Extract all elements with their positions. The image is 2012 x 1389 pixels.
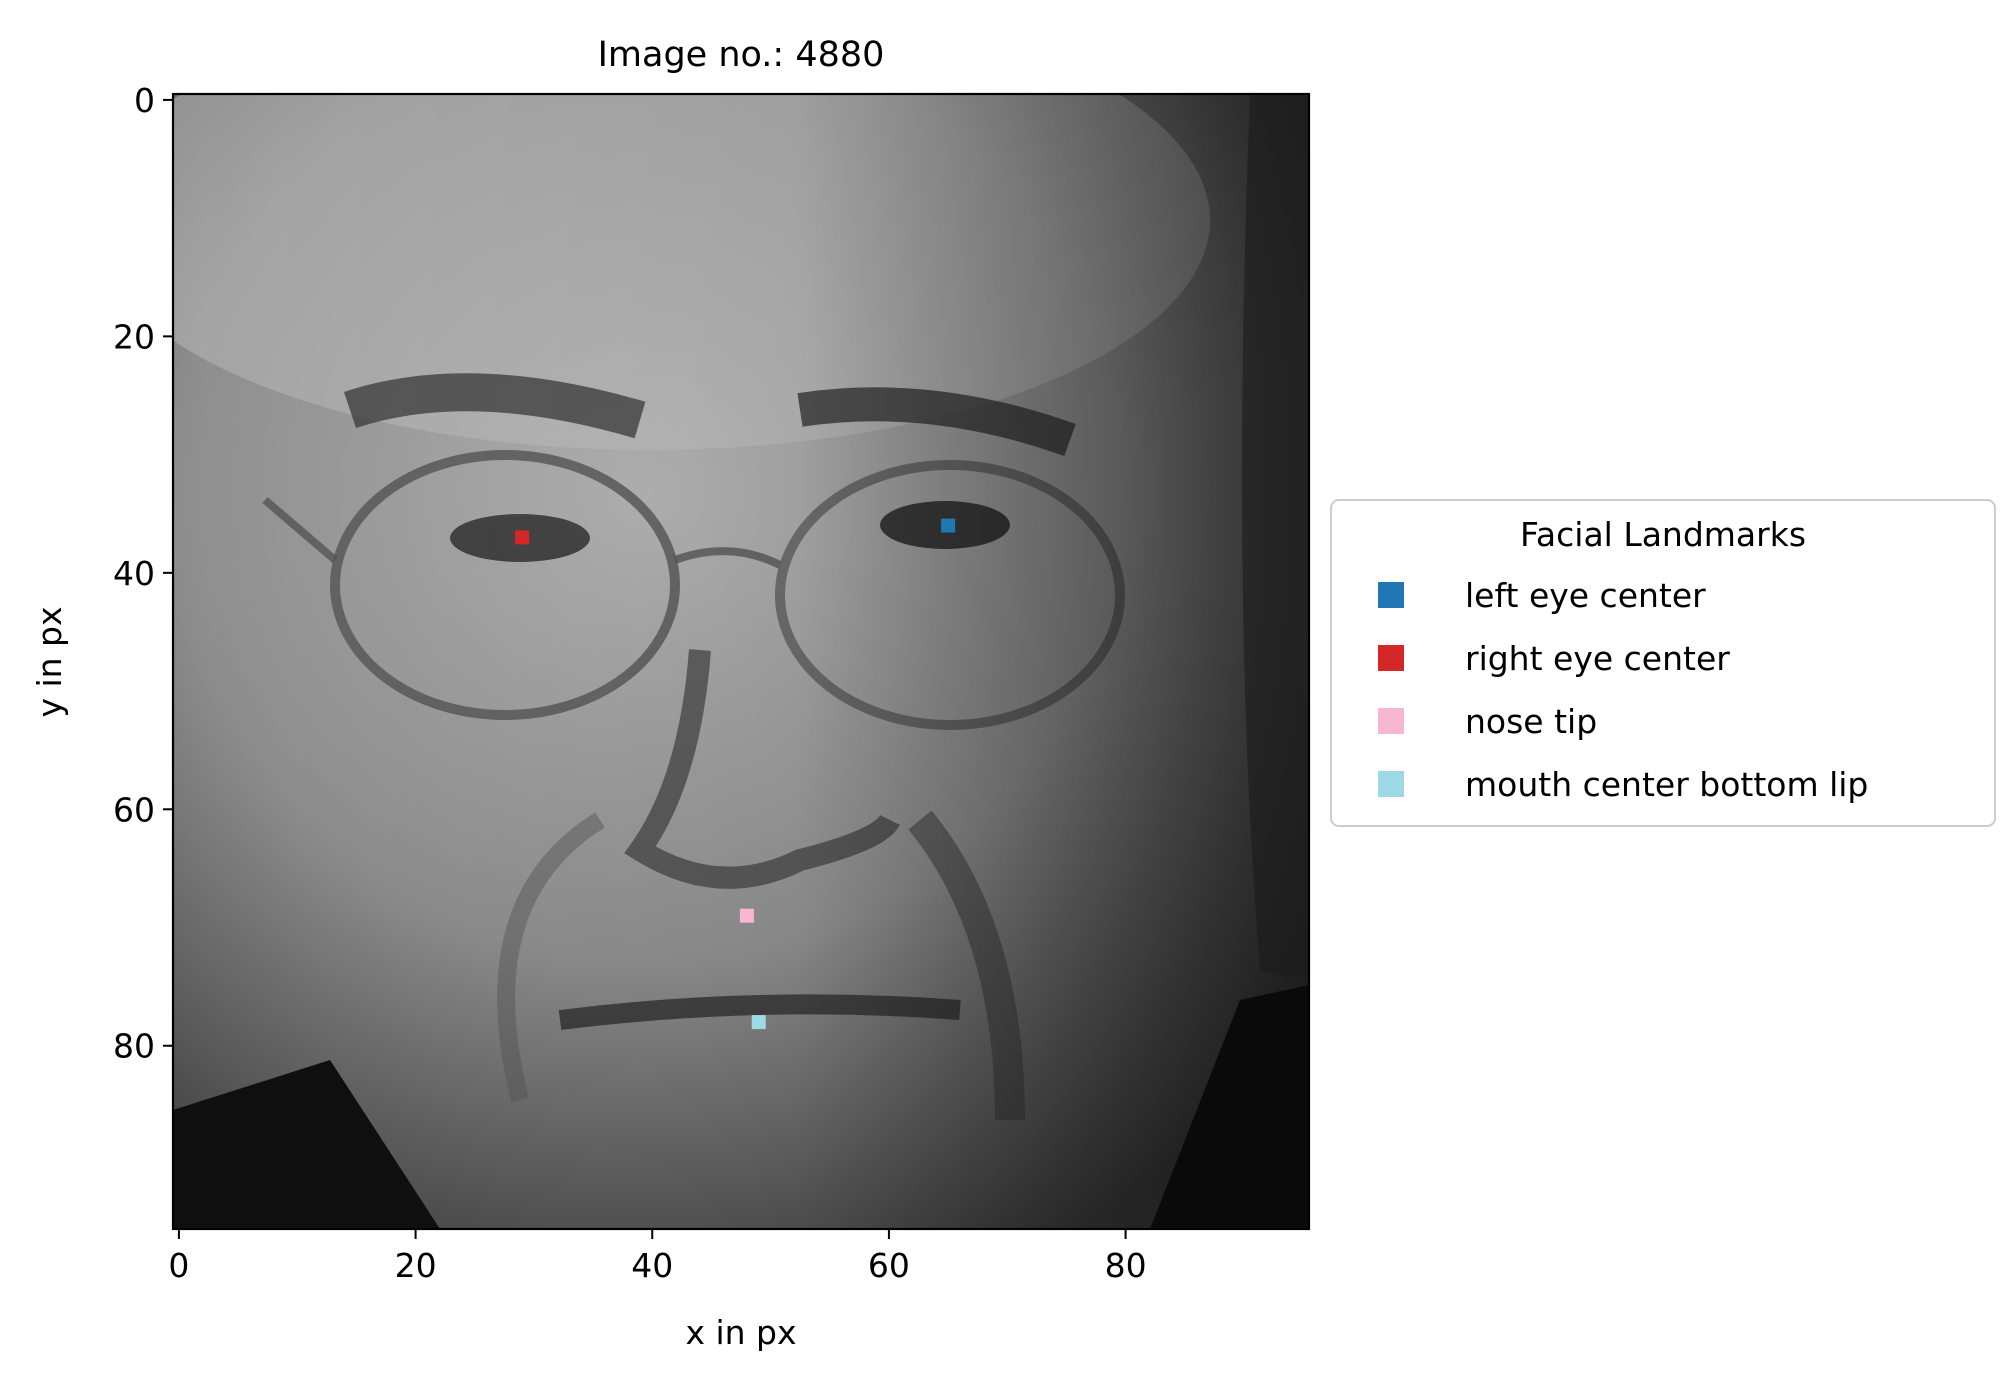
- x-tick-label: 0: [168, 1246, 189, 1285]
- plot-frame: [171, 92, 1311, 1231]
- y-tick-label: 0: [134, 81, 155, 120]
- legend-label: right eye center: [1465, 639, 1730, 678]
- landmark-point: [515, 530, 530, 545]
- x-tick-label: 20: [395, 1246, 437, 1285]
- y-tick-label: 80: [113, 1027, 155, 1066]
- x-tick-label: 40: [631, 1246, 673, 1285]
- x-axis-ticks: 0 20 40 60 80: [168, 1229, 1147, 1285]
- chart-title: Image no.: 4880: [598, 35, 885, 75]
- x-axis-label: x in px: [685, 1313, 796, 1352]
- legend-marker: [1378, 771, 1404, 797]
- legend-label: nose tip: [1465, 702, 1597, 741]
- legend-marker: [1378, 582, 1404, 608]
- y-tick-label: 40: [113, 554, 155, 593]
- y-axis-label: y in px: [30, 606, 69, 717]
- legend-marker: [1378, 708, 1404, 734]
- x-tick-label: 60: [868, 1246, 910, 1285]
- legend-marker: [1378, 645, 1404, 671]
- x-tick-label: 80: [1105, 1246, 1147, 1285]
- y-axis-ticks: 0 20 40 60 80: [113, 81, 173, 1066]
- y-tick-label: 20: [113, 317, 155, 356]
- legend-label: left eye center: [1465, 576, 1706, 615]
- y-tick-label: 60: [113, 790, 155, 829]
- landmark-point: [751, 1015, 766, 1030]
- legend-title: Facial Landmarks: [1520, 515, 1806, 554]
- legend-label: mouth center bottom lip: [1465, 765, 1868, 804]
- landmark-point: [739, 908, 754, 923]
- landmark-markers: [515, 518, 956, 1030]
- landmark-point: [941, 518, 956, 533]
- face-image: [173, 94, 1309, 1229]
- legend-items: left eye center right eye center nose tip m…: [1378, 576, 1868, 804]
- legend: Facial Landmarks left eye center right ey…: [1330, 499, 1996, 827]
- legend-box: [1330, 499, 1996, 827]
